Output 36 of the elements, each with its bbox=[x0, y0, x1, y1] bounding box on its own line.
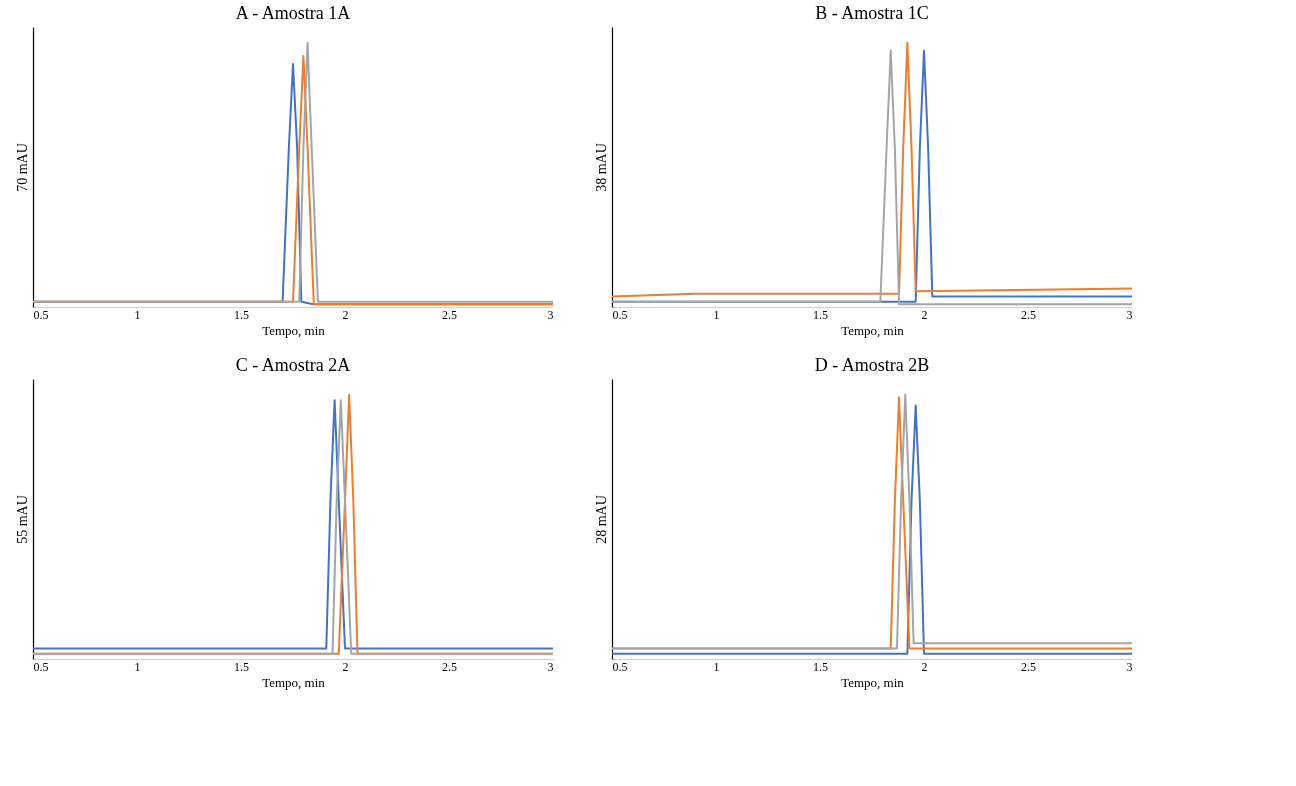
x-tick-label: 0.5 bbox=[33, 659, 49, 674]
x-tick-label: 3 bbox=[1126, 659, 1133, 674]
y-axis-title: 28 mAU bbox=[593, 495, 609, 544]
x-axis-title: Tempo, min bbox=[262, 674, 326, 690]
x-tick-label: 1 bbox=[134, 307, 141, 322]
chart-title: D - Amostra 2B bbox=[814, 355, 930, 375]
chart-title: C - Amostra 2A bbox=[235, 355, 351, 375]
x-tick-label: 2 bbox=[921, 307, 928, 322]
x-axis-title: Tempo, min bbox=[262, 322, 326, 338]
x-tick-label: 1.5 bbox=[234, 307, 249, 322]
x-tick-label: 2.5 bbox=[442, 659, 457, 674]
y-axis-title: 55 mAU bbox=[14, 495, 30, 544]
x-tick-label: 1.5 bbox=[813, 307, 828, 322]
x-tick-label: 1 bbox=[134, 659, 141, 674]
x-tick-label: 0.5 bbox=[612, 307, 628, 322]
x-tick-label: 2.5 bbox=[442, 307, 457, 322]
x-tick-label: 2 bbox=[921, 659, 928, 674]
x-axis-title: Tempo, min bbox=[841, 322, 905, 338]
y-axis-title: 70 mAU bbox=[14, 143, 30, 192]
chart-title: B - Amostra 1C bbox=[815, 3, 929, 23]
x-tick-label: 2 bbox=[342, 659, 349, 674]
x-tick-label: 0.5 bbox=[612, 659, 628, 674]
x-tick-label: 1 bbox=[713, 659, 720, 674]
x-axis-title: Tempo, min bbox=[841, 674, 905, 690]
x-tick-label: 2 bbox=[342, 307, 349, 322]
x-tick-label: 2.5 bbox=[1021, 307, 1036, 322]
x-tick-label: 0.5 bbox=[33, 307, 49, 322]
x-tick-label: 3 bbox=[1126, 307, 1133, 322]
x-tick-label: 3 bbox=[547, 659, 554, 674]
x-tick-label: 3 bbox=[547, 307, 554, 322]
chart-title: A - Amostra 1A bbox=[235, 3, 351, 23]
x-tick-label: 1.5 bbox=[234, 659, 249, 674]
x-tick-label: 2.5 bbox=[1021, 659, 1036, 674]
x-tick-label: 1 bbox=[713, 307, 720, 322]
y-axis-title: 38 mAU bbox=[593, 143, 609, 192]
x-tick-label: 1.5 bbox=[813, 659, 828, 674]
